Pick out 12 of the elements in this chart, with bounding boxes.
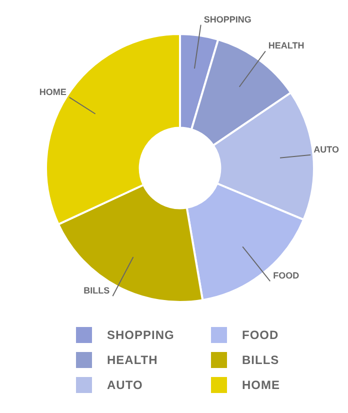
legend-label: AUTO: [106, 376, 144, 394]
legend-label: HEALTH: [106, 352, 159, 368]
legend-label: FOOD: [241, 326, 280, 344]
slice-label: HEALTH: [268, 40, 304, 51]
legend-label: BILLS: [241, 352, 280, 368]
legend-label: SHOPPING: [106, 326, 176, 344]
slice-label: AUTO: [314, 144, 339, 154]
slice-label: BILLS: [84, 286, 110, 296]
slice-label: FOOD: [273, 270, 300, 281]
slice-label: HOME: [39, 86, 66, 97]
legend-label: HOME: [241, 376, 281, 394]
slice-label: SHOPPING: [204, 14, 252, 24]
